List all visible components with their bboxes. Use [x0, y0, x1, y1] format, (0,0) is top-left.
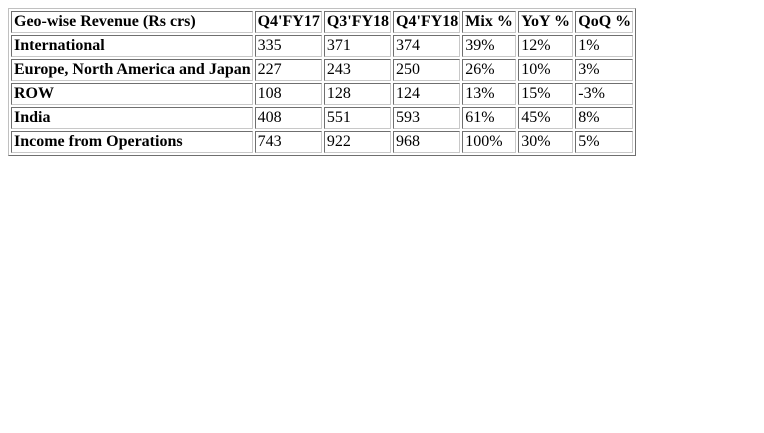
row-label: Europe, North America and Japan	[11, 59, 253, 81]
header-cell-q4fy18: Q4'FY18	[393, 11, 461, 33]
table-cell: 922	[323, 131, 392, 153]
table-cell: 968	[393, 131, 461, 153]
row-label: ROW	[11, 83, 253, 105]
geo-revenue-table: Geo-wise Revenue (Rs crs) Q4'FY17 Q3'FY1…	[8, 8, 637, 156]
table-row: Income from Operations 743 922 968 100% …	[11, 131, 634, 153]
table-cell: 12%	[518, 35, 574, 57]
table-cell: 408	[254, 107, 322, 129]
table-cell: 5%	[575, 131, 634, 153]
header-cell-q4fy17: Q4'FY17	[254, 11, 322, 33]
row-label: International	[11, 35, 253, 57]
table-cell: 128	[323, 83, 392, 105]
table-cell: 100%	[462, 131, 517, 153]
row-label: Income from Operations	[11, 131, 253, 153]
table-cell: 124	[393, 83, 461, 105]
table-cell: -3%	[575, 83, 634, 105]
header-cell-yoy: YoY %	[518, 11, 574, 33]
header-cell-label: Geo-wise Revenue (Rs crs)	[11, 11, 253, 33]
table-cell: 593	[393, 107, 461, 129]
table-cell: 551	[323, 107, 392, 129]
table-row: ROW 108 128 124 13% 15% -3%	[11, 83, 634, 105]
table-row: Europe, North America and Japan 227 243 …	[11, 59, 634, 81]
header-cell-mix: Mix %	[462, 11, 517, 33]
table-cell: 250	[393, 59, 461, 81]
table-cell: 26%	[462, 59, 517, 81]
table-cell: 1%	[575, 35, 634, 57]
table-cell: 13%	[462, 83, 517, 105]
table-cell: 8%	[575, 107, 634, 129]
table-cell: 30%	[518, 131, 574, 153]
table-cell: 371	[323, 35, 392, 57]
row-label: India	[11, 107, 253, 129]
table-cell: 39%	[462, 35, 517, 57]
table-row: International 335 371 374 39% 12% 1%	[11, 35, 634, 57]
header-cell-q3fy18: Q3'FY18	[323, 11, 392, 33]
table-cell: 61%	[462, 107, 517, 129]
table-cell: 15%	[518, 83, 574, 105]
table-cell: 335	[254, 35, 322, 57]
table-cell: 743	[254, 131, 322, 153]
table-row: India 408 551 593 61% 45% 8%	[11, 107, 634, 129]
table-cell: 3%	[575, 59, 634, 81]
table-cell: 227	[254, 59, 322, 81]
table-cell: 243	[323, 59, 392, 81]
header-cell-qoq: QoQ %	[575, 11, 634, 33]
table-cell: 45%	[518, 107, 574, 129]
table-cell: 374	[393, 35, 461, 57]
table-cell: 10%	[518, 59, 574, 81]
table-cell: 108	[254, 83, 322, 105]
table-header-row: Geo-wise Revenue (Rs crs) Q4'FY17 Q3'FY1…	[11, 11, 634, 33]
